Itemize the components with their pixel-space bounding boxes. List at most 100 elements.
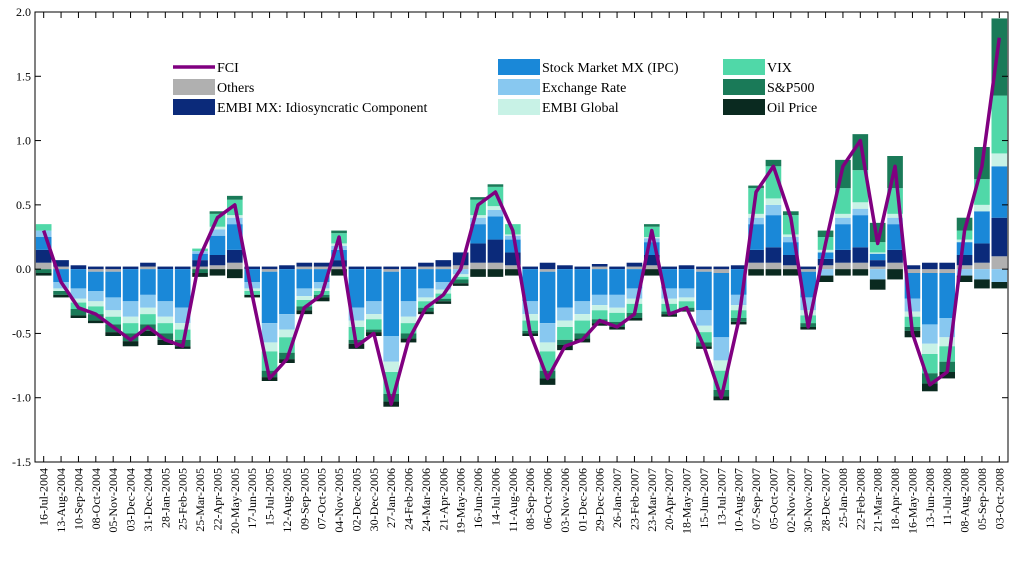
bar-segment [53, 291, 69, 295]
bar-segment [609, 294, 625, 308]
bar-segment [140, 269, 156, 295]
bar-segment [557, 269, 573, 308]
bar-segment [331, 269, 347, 276]
bar-segment [192, 248, 208, 252]
bar-segment [383, 271, 400, 336]
bar-segment [800, 266, 817, 270]
bar-segment [991, 217, 1008, 257]
bar-segment [435, 289, 452, 294]
bar-segment [418, 262, 434, 267]
x-tick-label: 01-Dec-2006 [575, 468, 589, 531]
bar-segment [296, 269, 313, 289]
bar-segment [869, 253, 886, 261]
bar-segment [418, 266, 434, 270]
bar-segment [470, 224, 486, 244]
x-tick-label: 03-Nov-2006 [558, 468, 572, 533]
bar-segment [487, 239, 504, 263]
bar-segment [470, 243, 486, 263]
x-tick-label: 25-Mar-2005 [193, 468, 207, 532]
bar-segment [348, 320, 365, 327]
bar-segment [835, 249, 851, 263]
bar-segment [140, 262, 156, 267]
bar-segment [296, 300, 313, 307]
x-tick-label: 03-Dec-2004 [124, 468, 138, 531]
bar-segment [70, 309, 87, 316]
x-tick-label: 22-Feb-2008 [853, 468, 867, 530]
bar-segment [782, 269, 799, 276]
bar-segment [87, 291, 104, 302]
x-tick-label: 30-Dec-2005 [367, 468, 381, 531]
bar-segment [713, 360, 730, 371]
x-tick-label: 18-May-2007 [680, 468, 694, 534]
bar-segment [817, 265, 834, 270]
bar-segment [435, 269, 452, 282]
bar-segment [313, 282, 330, 289]
bar-segment [209, 269, 226, 276]
bar-segment [557, 339, 573, 345]
x-tick-label: 24-Feb-2006 [402, 468, 416, 530]
bar-segment [991, 269, 1008, 282]
bar-segment [956, 265, 973, 270]
bar-segment [974, 211, 990, 244]
bar-segment [904, 298, 921, 312]
bar-segment [574, 301, 591, 315]
bar-segment [852, 202, 869, 209]
bar-segment [835, 213, 851, 218]
bar-segment [105, 266, 122, 270]
legend-label: Oil Price [767, 101, 817, 116]
x-tick-label: 06-Oct-2006 [541, 468, 555, 529]
bar-segment [765, 262, 782, 270]
bar-segment [400, 323, 417, 334]
x-tick-label: 13-Jul-2007 [714, 468, 728, 526]
bar-segment [400, 316, 417, 324]
bar-segment [661, 288, 678, 299]
bar-segment [279, 269, 295, 315]
bar-segment [313, 262, 330, 267]
bar-segment [921, 343, 938, 354]
bar-segment [678, 297, 695, 302]
x-tick-label: 15-Jul-2005 [263, 468, 277, 526]
bar-segment [782, 234, 799, 237]
bar-segment [365, 301, 382, 315]
bar-segment [383, 361, 400, 372]
bar-segment [296, 262, 313, 267]
bar-segment [869, 252, 886, 254]
x-tick-label: 07-Sep-2007 [749, 468, 763, 530]
bar-segment [53, 282, 69, 289]
x-tick-label: 20-May-2005 [228, 468, 242, 534]
x-tick-label: 13-Aug-2004 [54, 468, 68, 533]
bar-segment [974, 262, 990, 270]
x-tick-label: 30-Nov-2007 [801, 468, 815, 533]
legend-label: VIX [767, 61, 792, 76]
x-tick-label: 02-Dec-2005 [349, 468, 363, 531]
x-tick-label: 21-Mar-2008 [871, 468, 885, 532]
bar-segment [921, 273, 938, 325]
bar-segment [53, 288, 69, 291]
bar-segment [209, 255, 226, 266]
bar-segment [105, 271, 122, 298]
bar-segment [696, 271, 712, 311]
legend-swatch [723, 79, 765, 95]
bar-segment [991, 166, 1008, 218]
x-tick-label: 25-Jan-2008 [836, 468, 850, 528]
bar-segment [105, 269, 122, 272]
bar-segment [626, 266, 643, 270]
bar-segment [174, 329, 191, 340]
bar-segment [470, 262, 486, 270]
bar-segment [435, 282, 452, 290]
bar-segment [782, 265, 799, 270]
bar-segment [157, 301, 174, 317]
bar-segment [591, 266, 608, 270]
bar-segment [626, 298, 643, 304]
bar-segment [817, 275, 834, 282]
x-tick-label: 29-Dec-2006 [593, 468, 607, 531]
y-tick-label: 2.0 [16, 5, 31, 19]
bar-segment [87, 320, 104, 324]
bar-segment [539, 262, 556, 270]
bar-segment [800, 310, 817, 316]
x-tick-label: 17-Jun-2005 [245, 468, 259, 529]
bar-segment [904, 311, 921, 317]
bar-segment [418, 288, 434, 298]
bar-segment [696, 325, 712, 333]
bar-segment [991, 256, 1008, 270]
